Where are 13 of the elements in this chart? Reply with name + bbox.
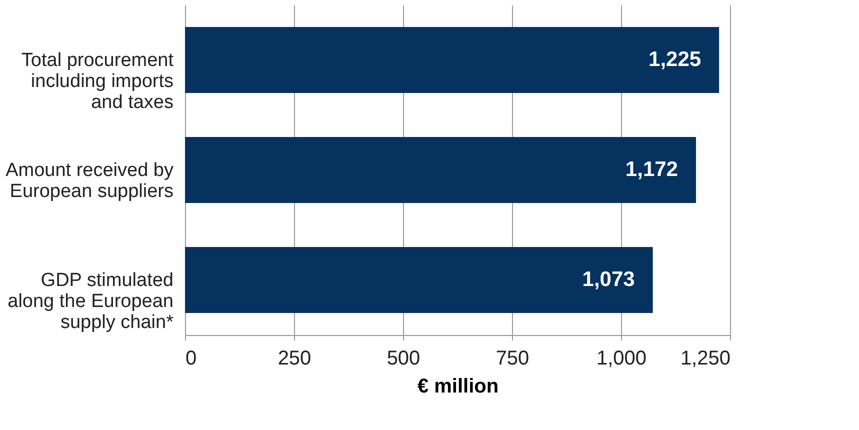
x-tick-label: 0 <box>186 348 197 370</box>
x-tick-label: 1,250 <box>680 348 730 370</box>
y-tick-label: Total procurement including imports and taxes <box>21 50 174 113</box>
x-tick-label: 1,000 <box>596 348 647 370</box>
y-tick-label: GDP stimulated along the European supply chain* <box>8 270 174 333</box>
data-label: 1,073 <box>582 268 635 291</box>
x-tick-label: 750 <box>496 348 530 370</box>
y-tick-label: Amount received by European suppliers <box>6 160 174 202</box>
x-tick-label: 500 <box>386 348 420 370</box>
data-label: 1,225 <box>648 48 702 71</box>
x-tick-label: 250 <box>278 348 312 370</box>
data-label: 1,172 <box>625 158 678 181</box>
x-axis-title: € million <box>417 376 499 398</box>
